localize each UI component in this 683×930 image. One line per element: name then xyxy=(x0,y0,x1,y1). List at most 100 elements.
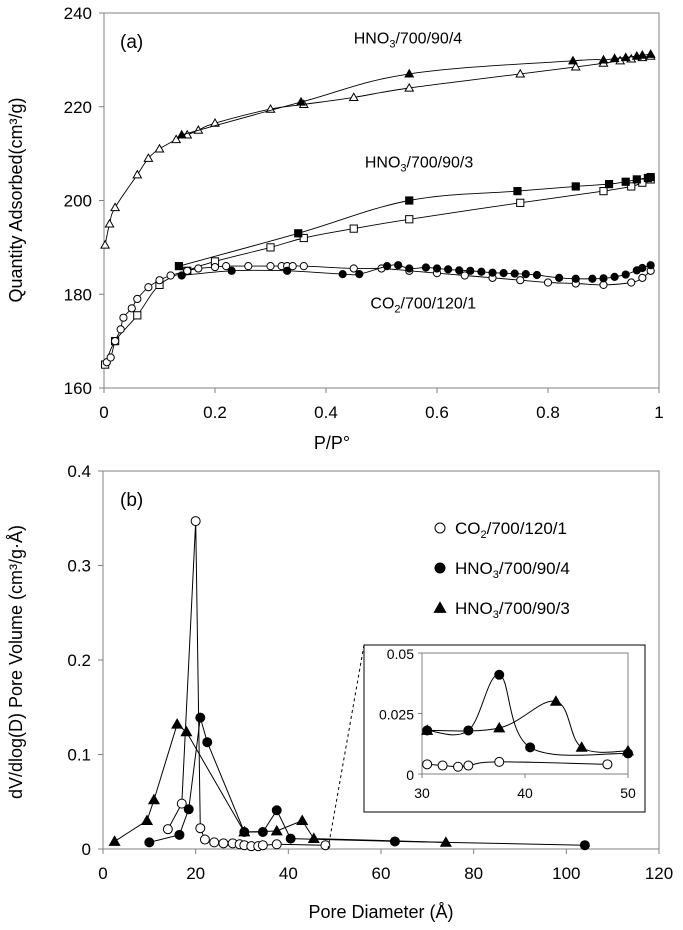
panel-a-label: (a) xyxy=(120,32,143,53)
data-point xyxy=(575,741,588,752)
x-tick-label: 1 xyxy=(654,403,663,422)
series-hno3-700-90-3-desorption xyxy=(174,172,655,271)
series-annotation: HNO3/700/90/3 xyxy=(365,155,474,175)
data-point xyxy=(299,233,308,243)
data-point xyxy=(439,836,452,847)
y-tick-label: 0.05 xyxy=(387,646,414,662)
data-point xyxy=(599,187,608,196)
data-point xyxy=(460,271,469,280)
data-point xyxy=(466,266,475,275)
data-point xyxy=(532,270,542,280)
series-co2-700-120-1 xyxy=(162,516,331,852)
data-point xyxy=(432,264,442,273)
data-point xyxy=(110,202,121,212)
inset-series xyxy=(421,669,635,772)
y-tick-label: 180 xyxy=(64,285,92,304)
data-point xyxy=(257,840,268,851)
x-tick-label: 80 xyxy=(464,864,483,883)
data-point xyxy=(166,271,175,280)
data-point xyxy=(144,837,155,848)
data-point xyxy=(515,68,526,78)
data-point xyxy=(620,52,631,62)
data-point xyxy=(100,239,111,249)
panel-a-x-ticks: 0 0.2 0.4 0.6 0.8 1 xyxy=(99,388,664,422)
series-hno3-700-90-4-adsorption xyxy=(100,50,656,249)
data-point xyxy=(119,313,128,322)
panel-b-legend: CO2/700/120/1 HNO3/700/90/4 HNO3/700/90/3 xyxy=(433,519,570,621)
data-point xyxy=(394,261,403,270)
data-point xyxy=(621,177,630,186)
y-tick-label: 0 xyxy=(82,840,91,859)
series-co2-700-120-1-desorption xyxy=(177,261,655,283)
data-point xyxy=(116,325,125,334)
x-tick-label: 0.8 xyxy=(536,403,560,422)
panel-a-series xyxy=(100,49,656,369)
data-point xyxy=(579,840,590,851)
data-point xyxy=(218,838,229,849)
data-point xyxy=(602,759,613,770)
data-point xyxy=(338,269,347,279)
data-point xyxy=(144,283,153,292)
data-point xyxy=(627,182,636,191)
data-point xyxy=(638,263,647,273)
data-point xyxy=(571,182,580,191)
data-point xyxy=(162,824,173,835)
data-point xyxy=(453,761,464,772)
legend-entry: HNO3/700/90/4 xyxy=(434,559,570,581)
legend-entry: CO2/700/120/1 xyxy=(434,519,567,541)
data-point xyxy=(154,143,165,153)
inset-y-ticks: 0 0.025 0.05 xyxy=(379,646,422,783)
data-point xyxy=(421,724,434,735)
data-point xyxy=(422,759,433,770)
x-tick-label: 0 xyxy=(99,403,108,422)
data-point xyxy=(202,737,213,748)
data-point xyxy=(382,262,392,271)
data-point xyxy=(174,829,185,840)
data-point xyxy=(355,269,364,279)
data-point xyxy=(610,272,619,282)
data-point xyxy=(104,218,115,228)
data-point xyxy=(108,835,121,846)
data-point xyxy=(133,311,142,320)
data-point xyxy=(521,269,530,279)
data-point xyxy=(171,718,184,729)
data-point xyxy=(176,798,187,809)
zoom-connector-left xyxy=(327,644,365,850)
panel-a-isotherms: (a) 160 180 200 220 240 0 0.2 0.4 0.6 0.8 1 HNO3/… xyxy=(6,4,664,453)
legend-label: HNO3/700/90/3 xyxy=(455,599,570,621)
data-point xyxy=(421,263,430,272)
data-point xyxy=(604,179,614,189)
data-point xyxy=(271,805,282,816)
zoom-connector-spacer xyxy=(320,645,364,840)
panel-a-y-axis-title: Quantity Adsorbed(cm³/g) xyxy=(6,97,26,302)
data-point xyxy=(194,264,203,273)
legend-marker xyxy=(434,522,446,534)
y-tick-label: 0.1 xyxy=(67,746,91,765)
legend-label: HNO3/700/90/4 xyxy=(455,559,570,581)
x-tick-label: 120 xyxy=(645,864,673,883)
x-tick-label: 100 xyxy=(552,864,580,883)
data-point xyxy=(493,721,506,733)
legend-marker xyxy=(434,562,446,574)
data-point xyxy=(549,695,562,706)
data-point xyxy=(567,55,578,65)
data-point xyxy=(132,169,143,179)
data-point xyxy=(645,49,656,58)
x-tick-label: 40 xyxy=(279,864,298,883)
data-point xyxy=(299,262,308,271)
data-point xyxy=(180,725,193,737)
y-tick-label: 220 xyxy=(64,98,92,117)
panel-b-series xyxy=(108,516,590,852)
data-point xyxy=(348,92,359,101)
legend-label: CO2/700/120/1 xyxy=(455,519,567,541)
data-point xyxy=(405,264,414,273)
x-tick-label: 0.6 xyxy=(425,403,449,422)
data-point xyxy=(463,760,474,771)
data-point xyxy=(632,175,641,184)
series-line xyxy=(181,264,651,280)
data-point xyxy=(555,273,564,282)
data-point xyxy=(177,271,186,280)
data-point xyxy=(270,824,283,836)
data-point xyxy=(296,96,307,106)
data-point xyxy=(195,823,206,834)
